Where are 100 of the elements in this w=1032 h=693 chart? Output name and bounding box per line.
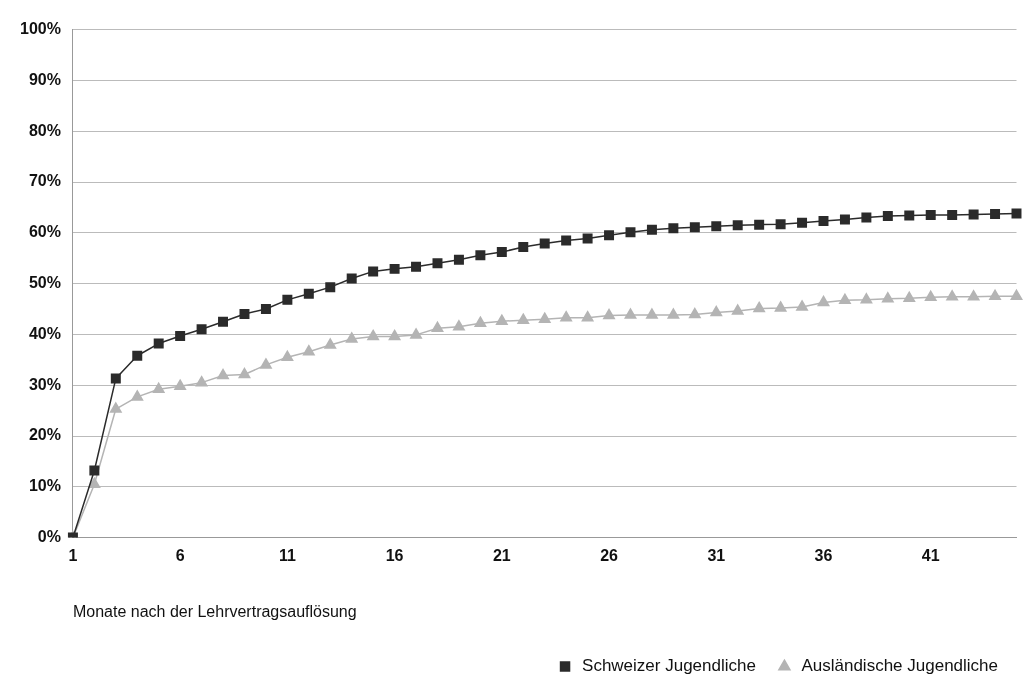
point	[218, 316, 229, 327]
point	[239, 309, 250, 320]
x-tick-label: 16	[385, 546, 404, 564]
point	[131, 390, 144, 401]
point	[604, 230, 615, 241]
point	[668, 223, 679, 234]
x-tick-label: 26	[600, 546, 619, 564]
x-tick-label: 1	[68, 546, 78, 564]
point	[324, 338, 337, 349]
point	[732, 220, 743, 231]
point	[174, 379, 187, 390]
point	[710, 305, 723, 317]
point	[946, 290, 959, 301]
point	[196, 324, 207, 335]
point	[411, 261, 422, 272]
point	[582, 233, 593, 244]
point	[431, 321, 444, 333]
point	[367, 329, 380, 341]
point	[924, 290, 937, 302]
point	[238, 367, 251, 379]
point	[967, 290, 980, 301]
point	[282, 294, 293, 305]
point	[474, 316, 487, 327]
point	[688, 307, 701, 319]
point	[561, 235, 572, 246]
x-tick-label: 11	[278, 546, 296, 564]
y-tick-label: 0%	[37, 528, 61, 546]
point	[389, 263, 400, 274]
y-tick-label: 20%	[28, 426, 61, 444]
point	[731, 304, 744, 315]
point	[861, 212, 872, 223]
point	[775, 219, 786, 230]
point	[667, 308, 680, 319]
point	[132, 350, 143, 361]
legend-label: Schweizer Jugendliche	[582, 656, 756, 676]
point	[303, 288, 314, 299]
point	[517, 313, 530, 324]
point	[175, 330, 186, 341]
point	[581, 310, 594, 322]
point	[281, 350, 294, 362]
point	[368, 266, 379, 277]
point	[539, 238, 550, 249]
legend-label: Ausländische Jugendliche	[801, 656, 999, 676]
point	[603, 308, 615, 320]
point	[796, 300, 808, 311]
y-tick-label: 90%	[28, 70, 61, 88]
point	[195, 375, 208, 387]
y-tick-label: 80%	[28, 121, 61, 139]
point	[346, 273, 357, 284]
point	[754, 219, 765, 230]
point	[882, 211, 893, 222]
point	[817, 295, 830, 307]
point	[152, 382, 165, 394]
point	[259, 358, 272, 369]
x-axis-title: Monate nach der Lehrvertragsauflösung	[72, 602, 357, 620]
point	[925, 210, 936, 221]
point	[646, 224, 657, 235]
y-tick-label: 70%	[28, 172, 61, 190]
point	[388, 329, 401, 341]
point	[689, 222, 700, 233]
point	[881, 292, 894, 303]
point	[797, 217, 808, 228]
point	[989, 289, 1001, 301]
y-tick-label: 40%	[28, 324, 61, 342]
x-tick-label: 21	[492, 546, 511, 564]
point	[818, 216, 829, 227]
point	[625, 227, 636, 238]
y-tick-label: 30%	[28, 375, 61, 393]
point	[560, 310, 573, 322]
point	[475, 250, 486, 261]
point	[774, 301, 787, 312]
y-tick-label: 100%	[20, 20, 61, 38]
point	[153, 338, 164, 349]
point	[410, 328, 422, 339]
x-tick-label: 41	[921, 546, 940, 564]
x-tick-label: 36	[814, 546, 833, 564]
point	[990, 209, 1001, 219]
point	[453, 254, 464, 265]
point	[968, 209, 979, 220]
y-tick-label: 10%	[28, 477, 61, 495]
point	[947, 210, 958, 221]
point	[711, 221, 722, 232]
point	[260, 304, 271, 314]
point	[325, 282, 336, 293]
point	[109, 402, 122, 413]
point	[518, 242, 529, 253]
x-tick-label: 6	[175, 546, 185, 564]
point	[860, 293, 873, 304]
point	[904, 210, 915, 221]
point	[110, 373, 121, 384]
y-tick-label: 50%	[28, 274, 61, 292]
point	[645, 308, 658, 319]
point	[838, 293, 851, 305]
point	[753, 301, 766, 313]
point	[496, 247, 507, 258]
point	[345, 332, 358, 343]
point	[302, 344, 315, 356]
y-tick-label: 60%	[28, 223, 61, 241]
point	[432, 258, 443, 269]
point	[538, 312, 551, 323]
